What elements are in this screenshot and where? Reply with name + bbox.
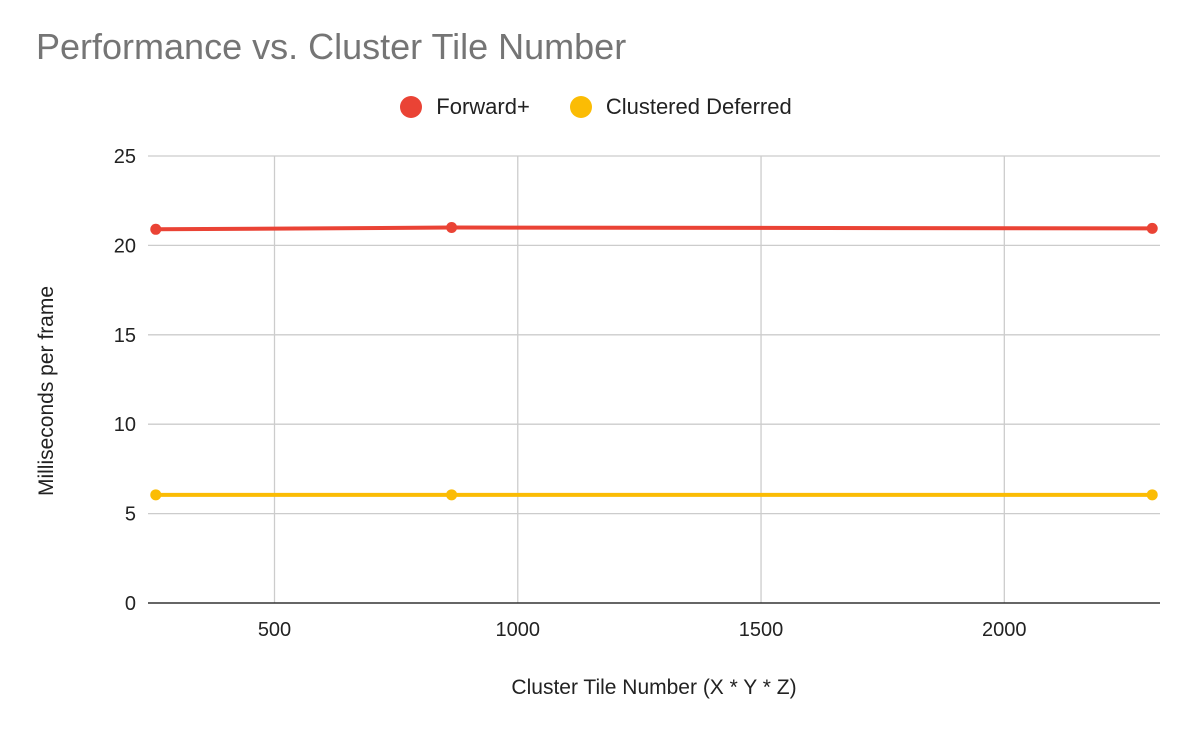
data-point-1 <box>150 489 162 501</box>
legend-label-forward-plus: Forward+ <box>436 94 530 119</box>
y-tick-label: 20 <box>114 235 136 257</box>
legend-label-clustered-deferred: Clustered Deferred <box>605 94 792 119</box>
legend-item-forward-plus: Forward+ <box>400 94 530 120</box>
x-tick-label: 1500 <box>739 619 784 641</box>
y-tick-label: 5 <box>125 504 136 526</box>
chart-title: Performance vs. Cluster Tile Number <box>36 26 627 67</box>
y-tick-label: 0 <box>125 593 136 615</box>
data-point-0 <box>150 223 162 235</box>
x-tick-label: 2000 <box>982 619 1027 641</box>
data-point-0 <box>1146 222 1158 234</box>
legend-item-clustered-deferred: Clustered Deferred <box>569 94 792 120</box>
data-point-1 <box>1146 489 1158 501</box>
y-tick-label: 10 <box>114 414 136 436</box>
legend-marker-forward-plus <box>400 96 423 118</box>
data-point-0 <box>446 222 458 234</box>
legend: Forward+ Clustered Deferred <box>0 92 1192 122</box>
x-tick-label: 500 <box>258 619 291 641</box>
data-point-1 <box>446 489 458 501</box>
y-tick-label: 15 <box>114 325 136 347</box>
legend-marker-clustered-deferred <box>569 96 592 118</box>
x-tick-label: 1000 <box>496 619 541 641</box>
x-axis-label: Cluster Tile Number (X * Y * Z) <box>511 676 797 699</box>
series-line-0 <box>153 225 1155 232</box>
y-tick-label: 25 <box>114 146 136 168</box>
